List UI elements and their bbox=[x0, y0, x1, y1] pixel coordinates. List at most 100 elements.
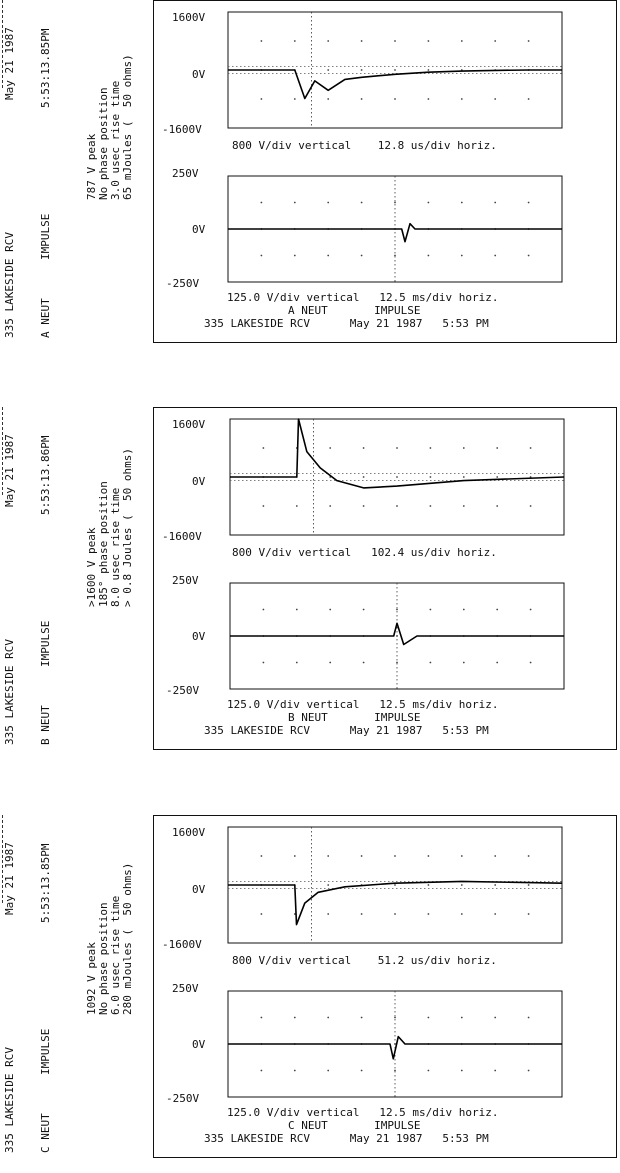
panel-c-neut: 335 LAKESIDE RCV May 21 1987 C NEUT IMPU… bbox=[0, 815, 620, 1160]
grid-dot bbox=[494, 1069, 497, 1072]
grid-dot bbox=[295, 505, 298, 507]
grid-dot bbox=[527, 855, 530, 857]
grid-dot bbox=[327, 913, 330, 915]
grid-dot bbox=[429, 608, 432, 611]
grid-dot bbox=[329, 661, 332, 664]
scope-plots bbox=[227, 826, 563, 1098]
grid-dot bbox=[496, 476, 499, 478]
grid-dot bbox=[494, 913, 497, 915]
grid-dot bbox=[327, 855, 330, 857]
grid-dot bbox=[362, 447, 365, 449]
scope-plots bbox=[227, 11, 563, 283]
grid-dot bbox=[462, 447, 465, 449]
top-ymin-label: -1600V bbox=[162, 530, 202, 543]
grid-dot bbox=[362, 661, 365, 664]
grid-dot bbox=[429, 505, 432, 507]
bottom-yzero-label: 0V bbox=[192, 1038, 206, 1051]
grid-dot bbox=[494, 254, 497, 257]
grid-dot bbox=[462, 505, 465, 507]
grid-dot bbox=[396, 476, 398, 478]
grid-dot bbox=[460, 855, 463, 857]
grid-dot bbox=[527, 1016, 530, 1019]
header-divider bbox=[2, 0, 3, 88]
grid-dot bbox=[394, 201, 396, 204]
top-ymax-label: 1600V bbox=[172, 418, 206, 431]
grid-dot bbox=[360, 69, 363, 71]
grid-dot bbox=[293, 1016, 296, 1019]
header-divider bbox=[2, 407, 3, 495]
header-strip: 335 LAKESIDE RCV May 21 1987 A NEUT IMPU… bbox=[0, 0, 150, 345]
top-scale-label: 800 V/div vertical 12.8 us/div horiz. bbox=[232, 139, 497, 152]
waveform-line bbox=[230, 622, 564, 646]
bottom-yzero-label: 0V bbox=[192, 630, 206, 643]
top-scale-label: 800 V/div vertical 102.4 us/div horiz. bbox=[232, 546, 497, 559]
grid-dot bbox=[494, 1016, 497, 1019]
grid-dot bbox=[427, 913, 430, 915]
grid-dot bbox=[293, 201, 296, 204]
grid-dot bbox=[260, 1016, 263, 1019]
top-yzero-label: 0V bbox=[192, 475, 206, 488]
footer-line2: 335 LAKESIDE RCV May 21 1987 5:53 PM bbox=[204, 1132, 489, 1145]
grid-dot bbox=[427, 201, 430, 204]
grid-dot bbox=[529, 661, 532, 664]
footer-line1: C NEUT IMPULSE bbox=[288, 1119, 421, 1132]
grid-dot bbox=[427, 69, 430, 71]
grid-dot bbox=[394, 98, 396, 100]
grid-dot bbox=[262, 608, 265, 611]
cycle-plot bbox=[227, 175, 563, 283]
waveform-line bbox=[230, 418, 565, 489]
grid-dot bbox=[427, 884, 430, 886]
panel-b-neut: 335 LAKESIDE RCV May 21 1987 B NEUT IMPU… bbox=[0, 407, 620, 752]
grid-dot bbox=[527, 1069, 530, 1072]
grid-dot bbox=[327, 40, 330, 42]
grid-dot bbox=[293, 98, 296, 100]
impulse-plot bbox=[227, 11, 563, 129]
grid-dot bbox=[394, 1069, 396, 1072]
grid-dot bbox=[496, 661, 499, 664]
grid-dot bbox=[293, 254, 296, 257]
header-strip: 335 LAKESIDE RCV May 21 1987 B NEUT IMPU… bbox=[0, 407, 150, 752]
grid-dot bbox=[460, 98, 463, 100]
grid-dot bbox=[496, 447, 499, 449]
footer-line1: B NEUT IMPULSE bbox=[288, 711, 421, 724]
grid-dot bbox=[460, 913, 463, 915]
grid-dot bbox=[362, 608, 365, 611]
grid-dot bbox=[396, 608, 398, 611]
top-yzero-label: 0V bbox=[192, 883, 206, 896]
grid-dot bbox=[327, 98, 330, 100]
grid-dot bbox=[329, 505, 332, 507]
grid-dot bbox=[262, 505, 265, 507]
top-yzero-label: 0V bbox=[192, 68, 206, 81]
grid-dot bbox=[260, 98, 263, 100]
top-ymin-label: -1600V bbox=[162, 938, 202, 951]
footer-line2: 335 LAKESIDE RCV May 21 1987 5:53 PM bbox=[204, 724, 489, 737]
grid-dot bbox=[260, 855, 263, 857]
grid-dot bbox=[396, 661, 398, 664]
grid-dot bbox=[327, 254, 330, 257]
waveform-line bbox=[228, 1035, 562, 1060]
grid-dot bbox=[260, 913, 263, 915]
impulse-plot bbox=[227, 826, 563, 944]
grid-dot bbox=[293, 40, 296, 42]
grid-dot bbox=[362, 476, 365, 478]
bottom-scale-label: 125.0 V/div vertical 12.5 ms/div horiz. bbox=[227, 1106, 499, 1119]
grid-dot bbox=[329, 447, 332, 449]
grid-dot bbox=[293, 1069, 296, 1072]
grid-dot bbox=[295, 661, 298, 664]
grid-dot bbox=[360, 254, 363, 257]
grid-dot bbox=[494, 855, 497, 857]
grid-dot bbox=[327, 1016, 330, 1019]
grid-dot bbox=[396, 505, 398, 507]
bottom-scale-label: 125.0 V/div vertical 12.5 ms/div horiz. bbox=[227, 698, 499, 711]
grid-dot bbox=[529, 447, 532, 449]
grid-dot bbox=[460, 254, 463, 257]
grid-dot bbox=[427, 855, 430, 857]
bottom-ymin-label: -250V bbox=[166, 277, 200, 290]
grid-dot bbox=[262, 661, 265, 664]
grid-dot bbox=[394, 1016, 396, 1019]
grid-dot bbox=[295, 608, 298, 611]
scope-frame bbox=[153, 0, 617, 343]
bottom-ymax-label: 250V bbox=[172, 574, 199, 587]
grid-dot bbox=[260, 40, 263, 42]
grid-dot bbox=[460, 40, 463, 42]
